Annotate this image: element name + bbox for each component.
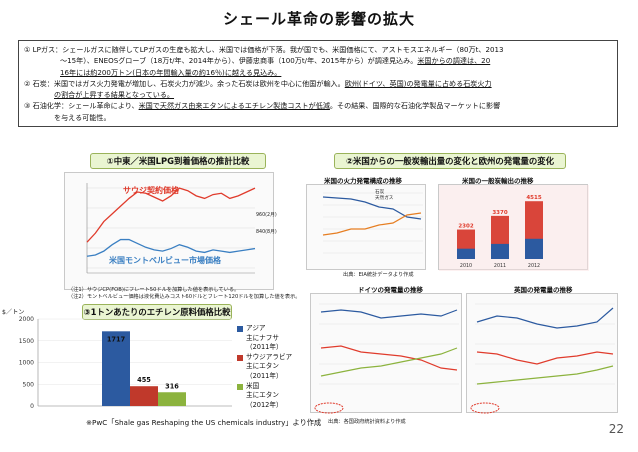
bullet-petchem-line1-tail: 。その結果、国際的な石油化学製品マーケットに影響 — [329, 101, 501, 111]
lpg-price-svg — [86, 183, 256, 274]
legend-line: （2011年） — [246, 343, 283, 352]
legend-swatch — [237, 354, 243, 361]
bullet-lpg-line3-text: 16年には約200万トン(日本の年間輸入量の約16％)に越える見込み。 — [60, 67, 282, 77]
side-value-1: 960(2月) — [256, 213, 277, 218]
bullet-petchem-line1-underlined: 米国で天然ガス由来エタンによるエチレン製造コストが低減 — [138, 101, 330, 111]
ethylene-value-label: 316 — [165, 382, 179, 390]
ethylene-bar — [158, 392, 186, 406]
bullet-lpg-line2-underlined: 米国からの調達は、20 — [417, 56, 491, 66]
uk-nuclear-line — [476, 351, 614, 365]
legend-line: 主にエタン — [246, 391, 279, 400]
de-nuclear-line — [320, 345, 458, 371]
export-bar-segment — [457, 248, 475, 259]
us-gas-line — [322, 212, 422, 236]
page-number: 22 — [608, 422, 624, 436]
ethylene-unit: $／トン — [2, 309, 25, 316]
ethylene-tick-label: 2000 — [19, 316, 34, 323]
export-value-label: 2302 — [458, 224, 473, 230]
ethylene-tick-label: 1500 — [19, 338, 34, 345]
legend-swatch — [237, 326, 243, 332]
saudi-price-line — [86, 187, 256, 243]
export-year-label: 2012 — [528, 263, 540, 269]
ethylene-bar-chart: 0 500 1000 1500 2000 1717 455 316 — [19, 316, 232, 410]
export-bar-segment — [491, 243, 509, 259]
export-value-label: 3370 — [492, 210, 507, 216]
lpg-note-2: （注2）モントベルビュー価格は液化費込みコスト60ドルとフレート120ドルを加算… — [68, 294, 301, 300]
us-export-title: 米国の一般炭輸出の推移 — [462, 177, 534, 185]
ethylene-legend: アジア 主にナフサ （2011年） サウジアラビア 主にエタン （2011年） 米国 主にエタ… — [237, 324, 292, 410]
uk-renew-line — [476, 365, 614, 385]
export-year-label: 2011 — [494, 263, 506, 269]
bullet-lpg-line1: ① LPガス：シェールガスに随伴してLPガスの生産も拡大し、米国では価格が下落。… — [24, 45, 504, 54]
ethylene-tick-label: 0 — [30, 403, 34, 410]
export-year-label: 2010 — [460, 263, 472, 269]
legend-line: 主にナフサ — [246, 333, 279, 342]
us-export-svg: 2302 3370 4515 2010 2011 2012 — [439, 185, 589, 271]
summary-box: ① LPガス：シェールガスに随伴してLPガスの生産も拡大し、米国では価格が下落。… — [18, 40, 618, 128]
section3-label: ③1トンあたりのエチレン原料価格比較 — [82, 304, 232, 320]
legend-swatch — [237, 383, 243, 390]
legend-line: アジア — [246, 324, 266, 332]
us-export-chart: 2302 3370 4515 2010 2011 2012 — [438, 184, 589, 271]
ethylene-value-label: 1717 — [107, 335, 126, 343]
export-bar-segment — [525, 238, 543, 259]
ethylene-legend-item: 米国 主にエタン （2012年） — [237, 382, 292, 411]
ethylene-bar — [102, 331, 130, 406]
legend-line: （2011年） — [246, 371, 283, 380]
uk-coal-line — [476, 307, 614, 329]
germany-title: ドイツの発電量の推移 — [358, 286, 423, 294]
saudi-price-label: サウジ契約価格 — [123, 186, 179, 195]
ethylene-tick-label: 500 — [23, 381, 35, 388]
us-price-line — [86, 238, 256, 257]
bullet-petchem-line1: ③ 石油化学：シェール革命により、米国で天然ガス由来エタンによるエチレン製造コス… — [24, 100, 612, 111]
uk-chart — [466, 293, 618, 414]
ethylene-tick-label: 1000 — [19, 360, 34, 367]
bullet-lpg-line2-text: ～15年）、ENEOSグローブ（18万t/年、2014年から）、伊藤忠商事（10… — [60, 56, 418, 66]
de-coal-line — [320, 309, 458, 319]
bullet-coal-line2-text: の割合が上昇する結果となっている。 — [54, 90, 175, 100]
legend-text: 米国 主にエタン （2012年） — [246, 382, 283, 411]
legend-line: サウジアラビア — [246, 352, 293, 361]
us-price-label: 米国モントベルビュー市場価格 — [109, 256, 221, 265]
export-value-label: 4515 — [526, 195, 541, 201]
legend-text: サウジアラビア 主にエタン （2011年） — [246, 353, 292, 382]
footer-source: ※PwC「Shale gas Reshaping the US chemical… — [86, 418, 322, 427]
source-1: 出典：EIA統計データより作成 — [343, 272, 414, 278]
de-renew-line — [320, 347, 458, 377]
ethylene-bar — [130, 386, 158, 406]
us-power-legend-coal: 石炭 — [375, 190, 385, 195]
legend-line: （2012年） — [246, 400, 283, 409]
bullet-lpg-line2: ～15年）、ENEOSグローブ（18万t/年、2014年から）、伊藤忠商事（10… — [24, 55, 612, 66]
legend-line: 主にエタン — [246, 362, 279, 371]
bullet-petchem-line1-text: ③ 石油化学：シェール革命により、 — [24, 101, 139, 111]
legend-text: アジア 主にナフサ （2011年） — [246, 324, 283, 353]
uk-svg — [470, 303, 615, 414]
page-title: シェール革命の影響の拡大 — [222, 10, 415, 28]
legend-line: 米国 — [246, 381, 260, 390]
bullet-coal-line1-text: ② 石炭：米国ではガス火力発電が増加し、石炭火力が減少。余った石炭は欧州を中心に… — [24, 78, 345, 88]
source-2: 出典：各国政府統計資料より作成 — [328, 419, 406, 425]
ethylene-value-label: 455 — [137, 376, 151, 384]
section2-label: ②米国からの一般炭輸出量の変化と欧州の発電量の変化 — [334, 153, 566, 169]
ethylene-legend-item: アジア 主にナフサ （2011年） — [237, 324, 292, 353]
us-power-legend-gas: 天然ガス — [375, 196, 394, 201]
bullet-petchem-line2: を与える可能性。 — [54, 112, 111, 122]
uk-title: 英国の発電量の推移 — [514, 286, 573, 294]
bullet-lpg-line3: 16年には約200万トン(日本の年間輸入量の約16％)に越える見込み。 — [24, 67, 612, 78]
us-power-svg — [322, 192, 423, 254]
bullet-coal-line1-underlined: 欧州(ドイツ、英国)の発電量に占める石炭火力 — [344, 78, 492, 88]
bullet-coal-line1: ② 石炭：米国ではガス火力発電が増加し、石炭火力が減少。余った石炭は欧州を中心に… — [24, 78, 612, 89]
side-value-2: 840(8月) — [256, 230, 277, 235]
us-power-title: 米国の火力発電構成の推移 — [324, 177, 402, 185]
lpg-note-1: （注1）サウジCP(FOB)にフレート50ドルを加算した値を表示している。 — [68, 287, 240, 293]
lpg-price-chart: サウジ契約価格 米国モントベルビュー市場価格 960(2月) 840(8月) — [64, 172, 277, 290]
bullet-coal-line2: の割合が上昇する結果となっている。 — [24, 89, 612, 100]
section1-label: ①中東／米国LPG到着価格の推計比較 — [90, 153, 266, 169]
us-power-chart: 石炭 天然ガス — [306, 184, 426, 270]
germany-svg — [314, 303, 459, 414]
ethylene-legend-item: サウジアラビア 主にエタン （2011年） — [237, 353, 292, 382]
germany-chart — [310, 293, 462, 414]
